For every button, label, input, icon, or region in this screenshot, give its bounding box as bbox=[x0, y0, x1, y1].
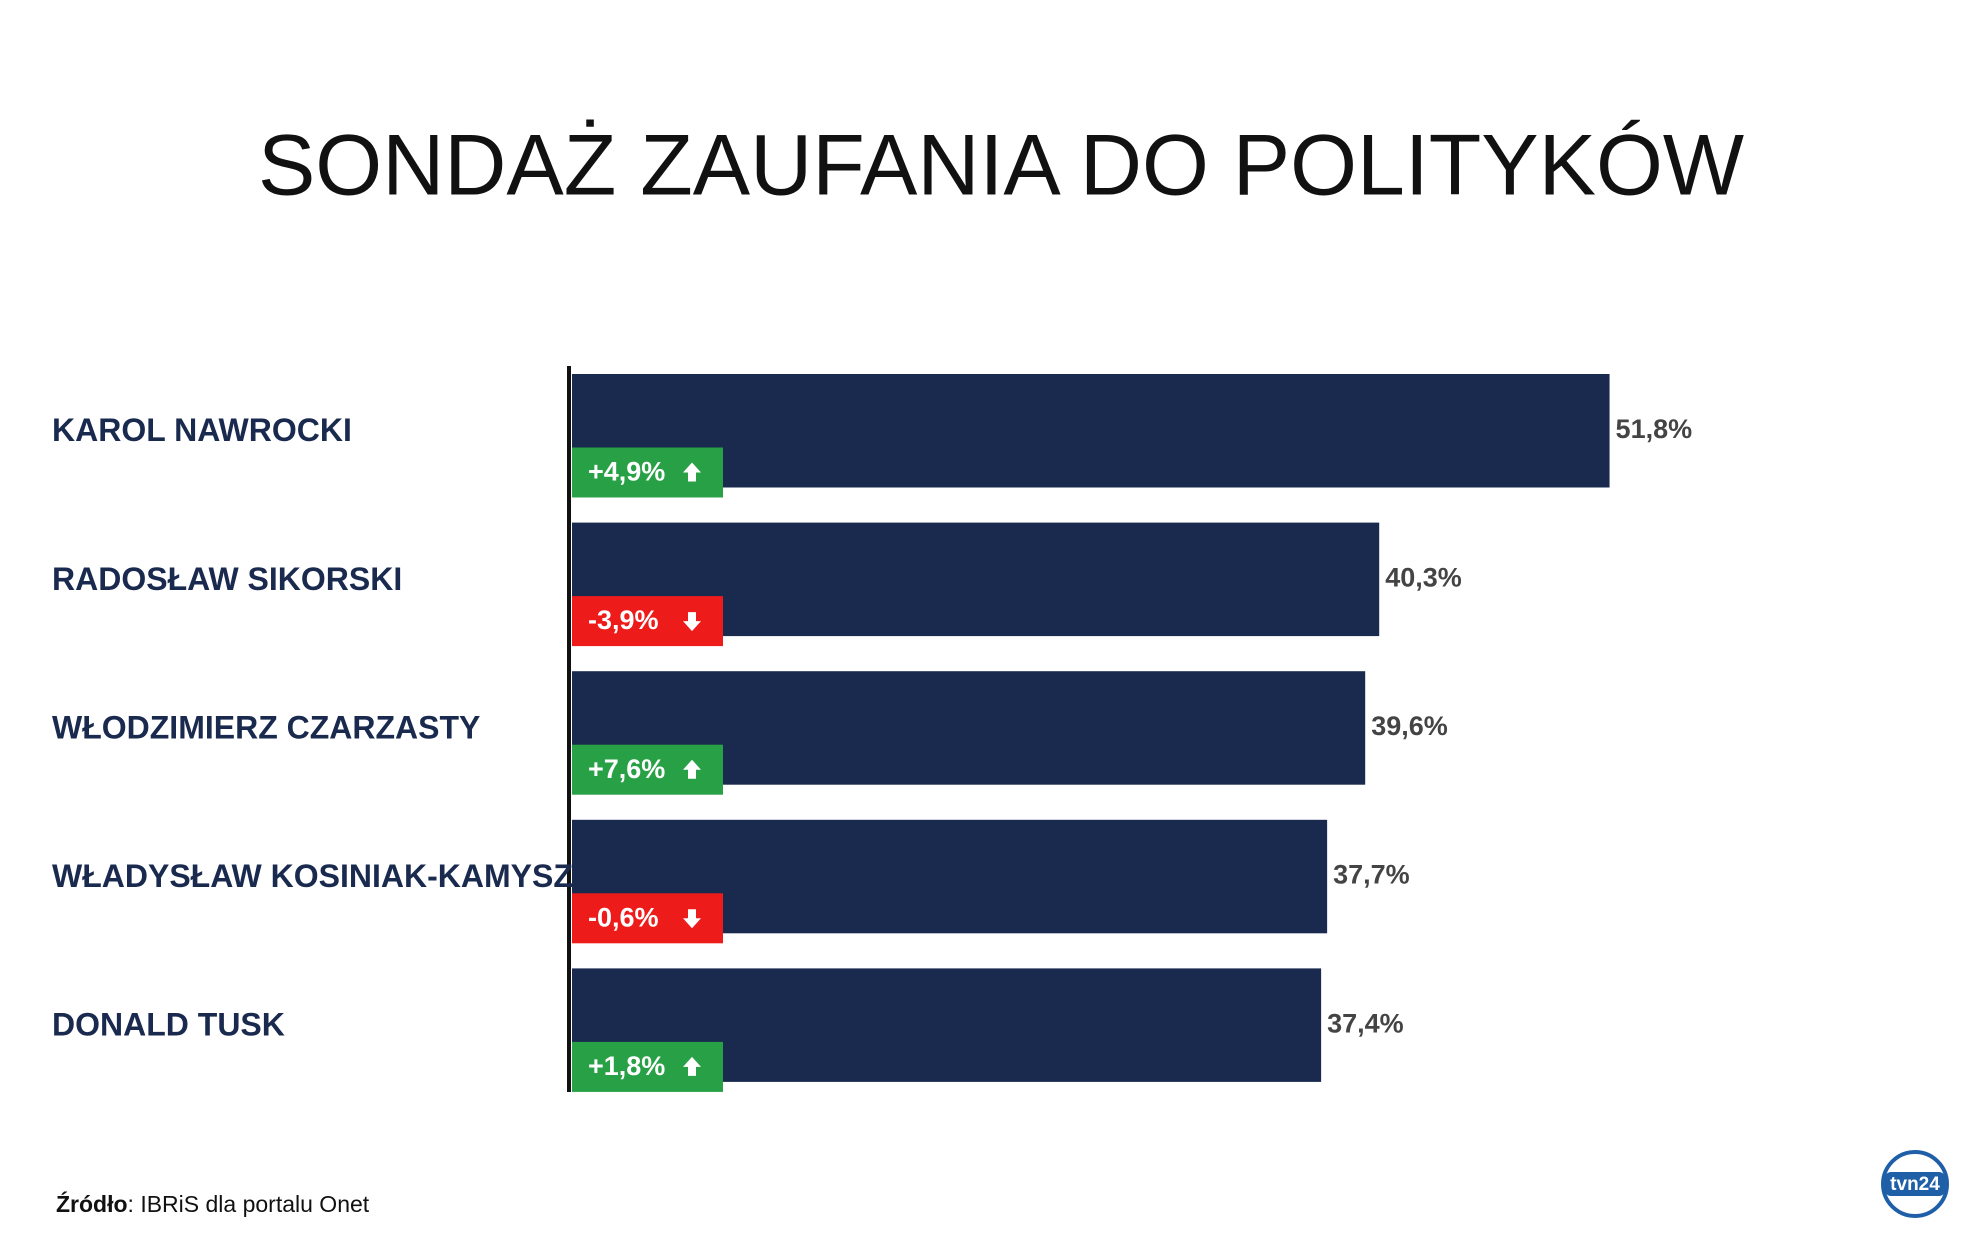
arrow-down bbox=[683, 612, 701, 632]
change-label: -3,9% bbox=[588, 605, 659, 635]
value-label: 40,3% bbox=[1385, 562, 1462, 592]
bar bbox=[572, 374, 1610, 488]
logo-badge bbox=[1885, 1172, 1945, 1196]
category-label: RADOSŁAW SIKORSKI bbox=[52, 561, 402, 597]
source-text: : IBRiS dla portalu Onet bbox=[128, 1191, 370, 1217]
chart-title: SONDAŻ ZAUFANIA DO POLITYKÓW bbox=[258, 118, 1744, 214]
source-label: Źródło bbox=[56, 1190, 128, 1217]
change-label: -0,6% bbox=[588, 902, 659, 932]
category-label: WŁADYSŁAW KOSINIAK-KAMYSZ bbox=[52, 858, 573, 894]
change-label: +1,8% bbox=[588, 1051, 665, 1081]
category-label: DONALD TUSK bbox=[52, 1007, 285, 1043]
arrow-up bbox=[683, 1056, 701, 1076]
source: Źródło: IBRiS dla portalu Onet bbox=[56, 1190, 370, 1217]
change-label: +7,6% bbox=[588, 754, 665, 784]
arrow-up bbox=[683, 759, 701, 779]
value-label: 37,7% bbox=[1333, 860, 1410, 890]
logo-text: tvn24 bbox=[1890, 1174, 1940, 1195]
category-label: WŁODZIMIERZ CZARZASTY bbox=[52, 709, 480, 745]
value-label: 39,6% bbox=[1371, 711, 1448, 741]
value-label: 37,4% bbox=[1327, 1008, 1404, 1038]
logo: tvn24 bbox=[1881, 1150, 1949, 1218]
category-label: KAROL NAWROCKI bbox=[52, 412, 352, 448]
arrow-down bbox=[683, 909, 701, 929]
value-label: 51,8% bbox=[1616, 414, 1693, 444]
change-label: +4,9% bbox=[588, 457, 665, 487]
arrow-up bbox=[683, 462, 701, 482]
